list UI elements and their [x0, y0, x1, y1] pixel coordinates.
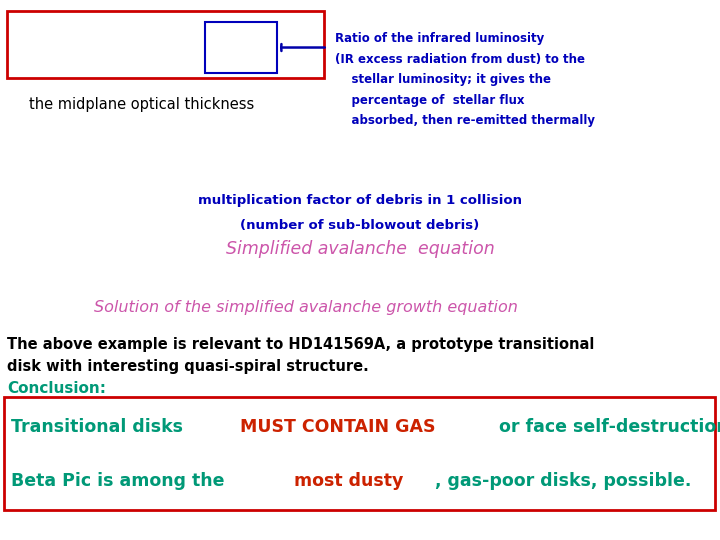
Text: Beta Pic is among the: Beta Pic is among the — [11, 472, 230, 490]
Text: MUST CONTAIN GAS: MUST CONTAIN GAS — [240, 418, 436, 436]
Text: absorbed, then re-emitted thermally: absorbed, then re-emitted thermally — [335, 114, 595, 127]
Text: (number of sub-blowout debris): (number of sub-blowout debris) — [240, 219, 480, 232]
Text: most dusty: most dusty — [294, 472, 403, 490]
Text: , gas-poor disks, possible.: , gas-poor disks, possible. — [435, 472, 691, 490]
Text: stellar luminosity; it gives the: stellar luminosity; it gives the — [335, 73, 551, 86]
Text: Solution of the simplified avalanche growth equation: Solution of the simplified avalanche gro… — [94, 300, 518, 315]
Bar — [205, 22, 277, 73]
Text: or face self-destruction.: or face self-destruction. — [492, 418, 720, 436]
Text: the midplane optical thickness: the midplane optical thickness — [29, 97, 254, 112]
Text: (IR excess radiation from dust) to the: (IR excess radiation from dust) to the — [335, 53, 585, 66]
Text: Simplified avalanche  equation: Simplified avalanche equation — [225, 240, 495, 258]
Text: Transitional disks: Transitional disks — [11, 418, 189, 436]
Text: Ratio of the infrared luminosity: Ratio of the infrared luminosity — [335, 32, 544, 45]
Text: percentage of  stellar flux: percentage of stellar flux — [335, 94, 524, 107]
Text: The above example is relevant to HD141569A, a prototype transitional: The above example is relevant to HD14156… — [7, 338, 595, 353]
Bar — [7, 11, 324, 78]
Bar — [4, 397, 715, 510]
Text: disk with interesting quasi-spiral structure.: disk with interesting quasi-spiral struc… — [7, 359, 369, 374]
Text: multiplication factor of debris in 1 collision: multiplication factor of debris in 1 col… — [198, 194, 522, 207]
Text: Conclusion:: Conclusion: — [7, 381, 107, 396]
